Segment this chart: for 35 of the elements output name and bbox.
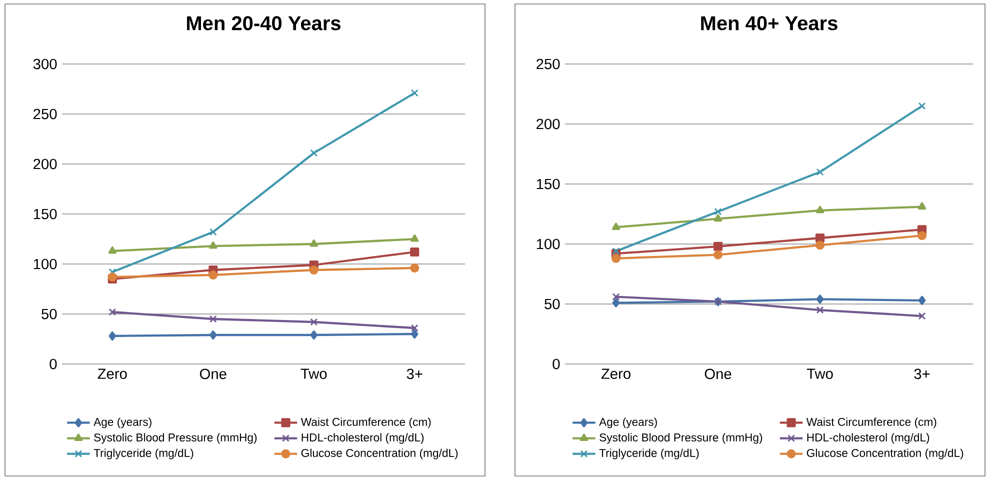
legend-label: Triglyceride (mg/dL) <box>94 448 194 460</box>
y-tick-label: 100 <box>34 258 57 270</box>
legend-label: Systolic Blood Pressure (mmHg) <box>94 433 257 444</box>
x-tick-label: Two <box>300 368 327 379</box>
y-tick-label: 250 <box>536 58 560 70</box>
y-tick-label: 250 <box>34 108 57 120</box>
x-tick-label: 3+ <box>406 368 422 380</box>
y-tick-label: 200 <box>536 118 560 130</box>
chart-title: Men 40+ Years <box>701 16 838 30</box>
legend-label: Age (years) <box>94 418 152 428</box>
x-tick-label: One <box>200 368 226 380</box>
x-tick-label: One <box>704 368 732 380</box>
y-tick-label: 0 <box>50 358 57 370</box>
legend-label: Waist Circumference (cm) <box>300 418 431 428</box>
legend-label: Glucose Concentration (mg/dL) <box>806 448 964 460</box>
y-tick-label: 50 <box>42 308 57 320</box>
legend-label: Systolic Blood Pressure (mmHg) <box>600 433 762 444</box>
x-tick-label: Zero <box>98 368 127 379</box>
y-tick-label: 100 <box>536 238 560 250</box>
y-tick-label: 150 <box>34 208 57 220</box>
legend-label: HDL-cholesterol (mg/dL) <box>302 433 424 444</box>
legend-label: Age (years) <box>599 418 657 428</box>
y-tick-label: 50 <box>544 298 560 310</box>
y-tick-label: 300 <box>33 58 57 70</box>
x-tick-label: Two <box>806 368 833 379</box>
legend-label: Triglyceride (mg/dL) <box>599 448 699 460</box>
legend-label: HDL-cholesterol (mg/dL) <box>807 433 930 444</box>
y-tick-label: 150 <box>536 178 560 190</box>
x-tick-label: Zero <box>601 368 630 379</box>
chart-title: Men 20-40 Years <box>187 16 340 30</box>
legend-label: Waist Circumference (cm) <box>806 418 936 428</box>
y-tick-label: 0 <box>552 358 560 370</box>
y-tick-label: 200 <box>34 158 57 170</box>
legend-label: Glucose Concentration (mg/dL) <box>301 448 458 460</box>
x-tick-label: 3+ <box>914 368 930 380</box>
